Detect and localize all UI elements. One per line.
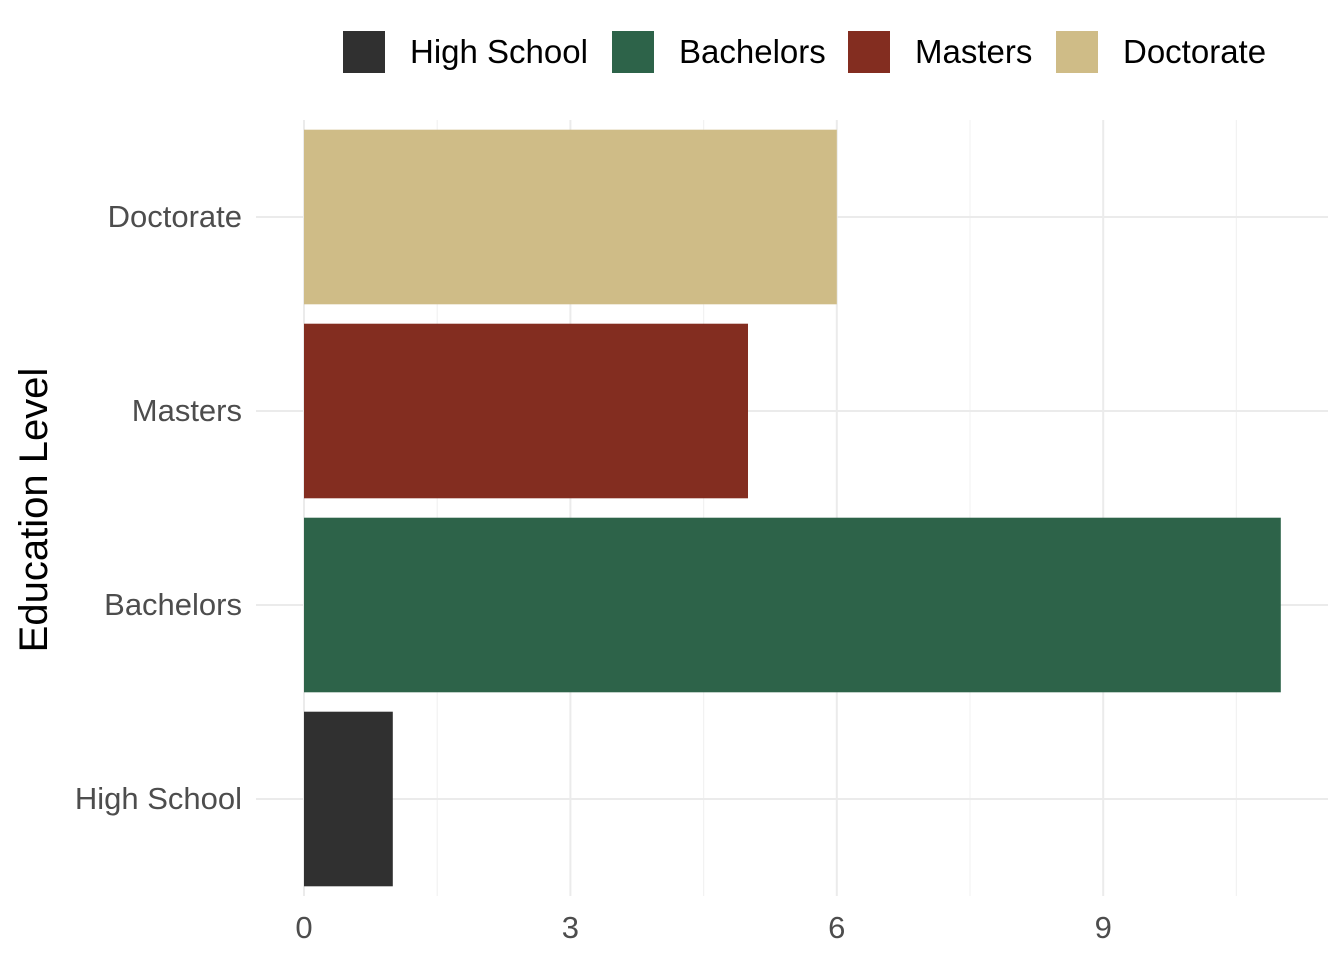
legend-item: Doctorate bbox=[1056, 30, 1266, 74]
legend-label: Masters bbox=[915, 33, 1033, 70]
legend-item: Masters bbox=[848, 30, 1032, 74]
legend-swatch bbox=[343, 31, 385, 73]
legend-item: Bachelors bbox=[612, 30, 826, 74]
y-axis-label: Education Level bbox=[12, 367, 56, 653]
y-tick-label: Masters bbox=[131, 393, 242, 428]
bar-doctorate bbox=[304, 129, 837, 305]
legend-label: Bachelors bbox=[679, 33, 826, 70]
x-tick-label: 9 bbox=[1094, 910, 1112, 945]
legend-swatch bbox=[1056, 31, 1098, 73]
bar-masters bbox=[304, 323, 748, 499]
bar-high-school bbox=[304, 711, 393, 887]
legend-swatch bbox=[848, 31, 890, 73]
legend: High School Bachelors Masters Doctorate bbox=[0, 30, 1344, 76]
legend-label: Doctorate bbox=[1123, 33, 1267, 70]
legend-swatch bbox=[612, 31, 654, 73]
bars-group bbox=[304, 129, 1281, 887]
x-tick-label: 0 bbox=[295, 910, 313, 945]
legend-item: High School bbox=[343, 30, 588, 74]
y-tick-label: Doctorate bbox=[107, 199, 242, 234]
legend-label: High School bbox=[410, 33, 588, 70]
y-tick-label: High School bbox=[74, 781, 242, 816]
x-tick-label: 6 bbox=[828, 910, 846, 945]
x-tick-label: 3 bbox=[561, 910, 580, 945]
bar-bachelors bbox=[304, 517, 1281, 693]
y-tick-label: Bachelors bbox=[104, 587, 242, 622]
